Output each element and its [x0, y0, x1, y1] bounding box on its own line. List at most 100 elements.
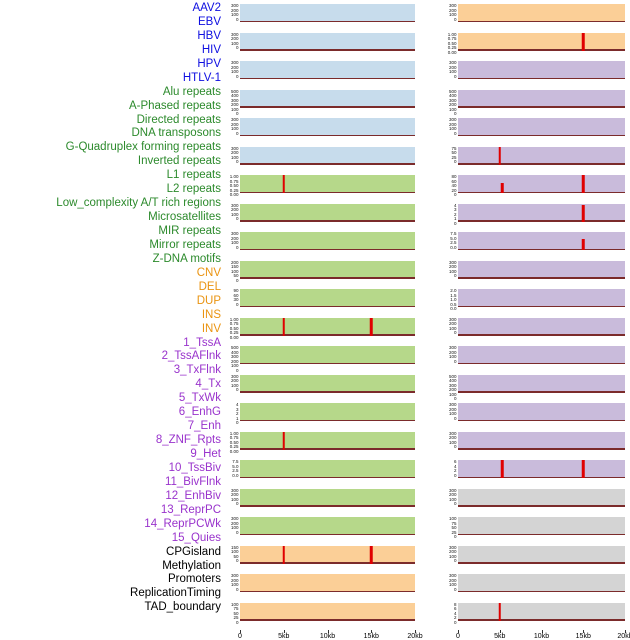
signal-baseline [458, 106, 625, 108]
track-panel [240, 317, 415, 336]
y-tick-label: 0.0 [450, 306, 457, 311]
y-axis-ticks: 300 200 100 0 [226, 145, 240, 165]
y-tick-label: 400 [230, 349, 239, 355]
signal-baseline [458, 533, 625, 535]
y-tick-label: 0 [453, 192, 457, 197]
signal-baseline [458, 49, 625, 51]
y-tick-label: 100 [230, 69, 239, 74]
y-tick-label: 0.50 [229, 325, 239, 331]
y-tick-label: 0.50 [229, 183, 239, 188]
x-tick-label: 15kb [575, 632, 591, 640]
y-tick-label: 400 [230, 93, 239, 98]
y-tick-label: 75 [233, 606, 239, 611]
y-axis-ticks: 300 200 100 0 [444, 260, 458, 279]
track-panel [240, 545, 415, 564]
x-tick-label: 0 [238, 632, 242, 640]
y-tick-label: 80 [451, 174, 457, 179]
y-tick-label: 200 [230, 520, 239, 526]
track-panel [458, 488, 625, 507]
y-tick-label: 300 [230, 573, 239, 578]
y-tick-label: 6 [453, 459, 457, 464]
y-tick-label: 300 [230, 145, 239, 151]
feature-spike [370, 545, 373, 564]
y-tick-label: 150 [230, 544, 239, 550]
y-tick-label: 0 [235, 558, 239, 563]
y-axis-ticks: 300 200 100 0 [226, 203, 240, 222]
feature-label: 8_ZNF_Rpts [155, 434, 221, 447]
y-tick-label: 0.25 [229, 444, 239, 449]
signal-baseline [458, 562, 625, 564]
y-tick-label: 300 [448, 60, 457, 65]
track-row: 300 200 100 0 [444, 573, 625, 592]
track-row: 80 60 40 20 0 [444, 174, 625, 197]
y-tick-label: 0.00 [447, 49, 457, 55]
feature-label: 4_Tx [195, 378, 221, 391]
track-row: 300 200 100 0 [444, 402, 625, 421]
y-tick-label: 1.00 [229, 174, 239, 179]
x-tick-label: 5kb [494, 632, 506, 640]
track-row: 300 200 100 0 [226, 203, 415, 222]
track-row: 300 200 100 0 [444, 488, 625, 507]
y-tick-label: 0.0 [232, 472, 239, 478]
y-tick-label: 200 [448, 64, 457, 70]
signal-baseline [240, 590, 415, 592]
y-tick-label: 200 [448, 121, 457, 127]
y-axis-ticks: 300 200 100 0 [226, 573, 240, 592]
y-tick-label: 8 [453, 601, 457, 607]
y-axis-ticks: 300 200 100 0 [226, 3, 240, 22]
y-tick-label: 0 [453, 111, 457, 116]
signal-baseline [240, 476, 415, 478]
track-row: 300 200 100 0 [444, 544, 625, 564]
y-axis-ticks: 100 75 50 25 0 [444, 516, 458, 538]
y-axis-ticks: 200 150 100 50 0 [226, 260, 240, 282]
y-tick-label: 100 [230, 496, 239, 502]
feature-label: Promoters [167, 573, 221, 586]
y-tick-label: 100 [448, 12, 457, 17]
y-tick-label: 0 [235, 420, 239, 425]
y-tick-label: 0 [453, 586, 457, 592]
y-tick-label: 100 [230, 12, 239, 17]
feature-label: HBV [197, 29, 221, 42]
signal-baseline [458, 20, 625, 22]
y-tick-label: 300 [448, 544, 457, 550]
y-tick-label: 20 [451, 187, 457, 193]
feature-spike [282, 545, 285, 564]
y-tick-label: 0 [453, 273, 457, 278]
y-tick-label: 100 [230, 582, 239, 587]
signal-baseline [240, 220, 415, 222]
y-tick-label: 0.25 [229, 330, 239, 335]
y-axis-ticks: 300 200 100 0 [226, 516, 240, 535]
track-row: 300 200 100 0 [444, 3, 625, 22]
y-tick-label: 75 [451, 145, 457, 151]
y-tick-label: 60 [233, 292, 239, 298]
track-row: 300 200 100 0 [226, 60, 415, 79]
signal-baseline [458, 619, 625, 621]
y-tick-label: 300 [448, 402, 457, 407]
x-tick-label: 10kb [533, 632, 550, 640]
y-axis-ticks: 300 200 100 0 [226, 117, 240, 136]
y-tick-label: 2.0 [450, 288, 457, 293]
track-panel [458, 602, 625, 621]
y-tick-label: 2.5 [450, 240, 457, 245]
y-tick-label: 4 [453, 463, 457, 469]
y-tick-label: 75 [451, 520, 457, 526]
y-tick-label: 0 [453, 330, 457, 335]
track-panel [240, 488, 415, 507]
y-axis-ticks: 500 400 300 200 100 0 [444, 89, 458, 116]
y-tick-label: 400 [448, 93, 457, 98]
y-tick-label: 0.75 [229, 178, 239, 184]
y-axis-ticks: 500 400 300 200 100 0 [444, 374, 458, 401]
y-axis-ticks: 75 50 25 0 [444, 145, 458, 165]
feature-spike [582, 175, 585, 193]
y-tick-label: 400 [448, 378, 457, 383]
feature-label: MIR repeats [158, 225, 221, 237]
feature-spike [582, 239, 585, 250]
track-panel [458, 431, 625, 450]
y-tick-label: 200 [448, 264, 457, 269]
y-tick-label: 200 [448, 7, 457, 13]
y-tick-label: 0.75 [447, 36, 457, 41]
y-tick-label: 200 [230, 36, 239, 41]
